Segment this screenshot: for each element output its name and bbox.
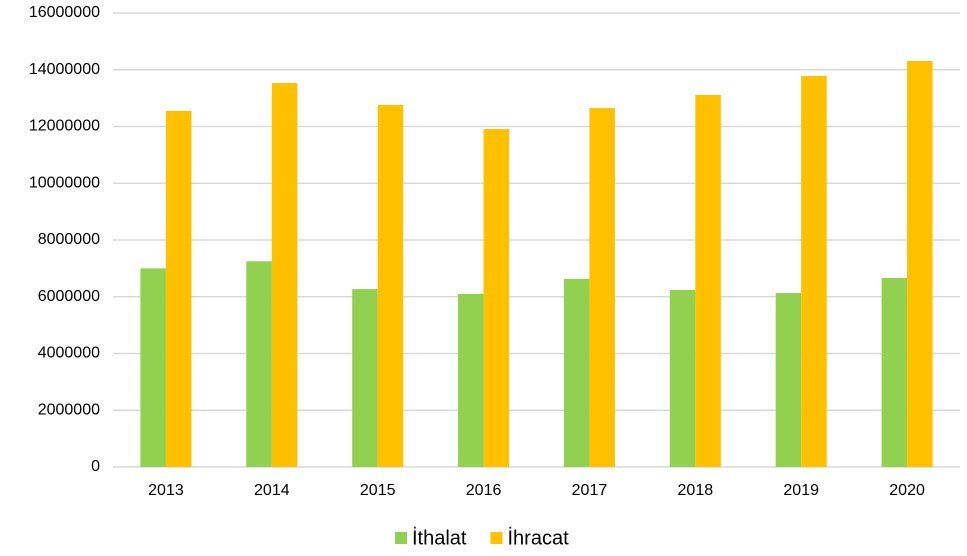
legend-label: İhracat <box>507 526 569 549</box>
bar <box>140 268 166 467</box>
bar <box>563 278 590 467</box>
y-tick-label: 8000000 <box>38 231 100 248</box>
y-tick-label: 4000000 <box>38 345 100 362</box>
x-tick-label: 2013 <box>148 482 184 499</box>
legend-swatch <box>490 532 503 544</box>
y-tick-label: 6000000 <box>38 288 100 305</box>
bar <box>589 108 615 468</box>
bar <box>377 104 404 467</box>
x-tick-label: 2017 <box>572 482 608 499</box>
bar <box>881 278 908 467</box>
bar <box>458 293 484 467</box>
bar <box>246 261 272 467</box>
bar <box>695 95 721 467</box>
y-tick-label: 0 <box>91 458 100 475</box>
legend-label: İthalat <box>412 526 467 549</box>
bar <box>775 293 802 467</box>
x-tick-label: 2016 <box>466 482 502 499</box>
bar <box>271 83 298 468</box>
bar <box>352 289 378 467</box>
y-tick-label: 16000000 <box>29 4 100 21</box>
x-tick-label: 2018 <box>678 482 714 499</box>
x-tick-label: 2014 <box>254 482 290 499</box>
y-tick-label: 14000000 <box>29 61 100 78</box>
x-tick-label: 2020 <box>889 482 925 499</box>
x-tick-label: 2019 <box>783 482 819 499</box>
y-tick-label: 10000000 <box>29 174 100 191</box>
bar <box>165 110 192 468</box>
bar <box>907 60 933 468</box>
bar <box>669 289 696 467</box>
bar <box>483 129 510 467</box>
legend-swatch <box>395 532 407 544</box>
bar <box>801 75 827 468</box>
x-tick-label: 2015 <box>360 482 396 499</box>
y-tick-label: 2000000 <box>38 401 100 418</box>
y-tick-label: 12000000 <box>29 118 100 135</box>
